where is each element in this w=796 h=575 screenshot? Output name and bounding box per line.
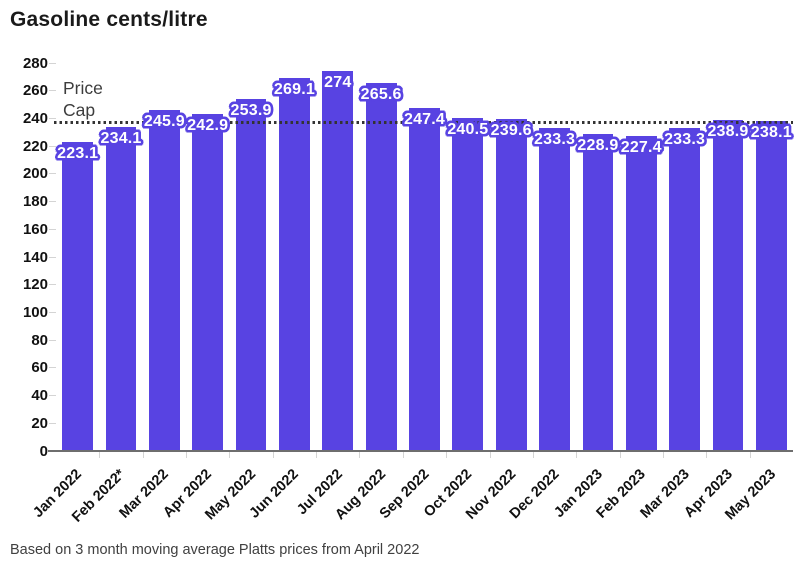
- bar-jul-2022: [322, 71, 354, 451]
- y-axis-tick-label: 140: [22, 248, 48, 266]
- bar-mar-2022: [148, 110, 180, 451]
- x-axis-tick: [402, 452, 404, 458]
- y-axis-tick: [49, 62, 56, 64]
- y-axis-tick-label: 160: [22, 220, 48, 238]
- bar-jun-2022: [279, 78, 310, 451]
- bar-oct-2022: [452, 117, 484, 451]
- bar-feb-2022: [105, 126, 137, 451]
- y-axis-tick: [49, 90, 56, 92]
- y-axis-tick-label: 0: [39, 442, 48, 460]
- x-axis-tick: [359, 452, 361, 458]
- y-axis-tick-label: 200: [22, 165, 48, 183]
- x-axis-tick: [229, 452, 231, 458]
- bar-aug-2022: [365, 82, 397, 451]
- x-axis-tick: [532, 452, 534, 458]
- x-axis-tick: [662, 452, 664, 458]
- bar-feb-2023: [625, 135, 657, 451]
- x-axis-line: [48, 450, 793, 452]
- y-axis-tick: [49, 145, 56, 147]
- bar-value-label: 223.1: [57, 144, 99, 162]
- bar-may-2023: [755, 121, 787, 451]
- x-axis-tick: [99, 452, 101, 458]
- bar-value-label: 228.9: [577, 136, 619, 154]
- y-axis-tick: [49, 422, 56, 424]
- y-axis-tick-label: 80: [31, 331, 48, 349]
- bar-value-label: 238.9: [707, 122, 749, 140]
- x-axis-tick: [489, 452, 491, 458]
- y-axis-tick: [49, 201, 56, 203]
- y-axis-tick: [49, 284, 56, 286]
- y-axis-tick: [49, 339, 56, 341]
- y-axis-tick-label: 100: [22, 303, 48, 321]
- bar-value-label: 274: [324, 74, 352, 92]
- price-cap-line: [54, 121, 793, 125]
- bar-value-label: 227.4: [620, 138, 662, 156]
- x-axis-tick: [706, 452, 708, 458]
- bar-value-label: 253.9: [230, 102, 272, 120]
- bar-value-label: 265.6: [360, 85, 402, 103]
- source-note: Based on 3 month moving average Platts p…: [10, 542, 420, 558]
- bar-value-label: 240.5: [447, 120, 489, 138]
- x-axis-tick: [619, 452, 621, 458]
- price-cap-label: Price Cap: [63, 78, 103, 120]
- bar-value-label: 245.9: [143, 113, 185, 131]
- bar-sep-2022: [409, 108, 440, 451]
- y-axis-tick: [49, 256, 56, 258]
- bar-value-label: 234.1: [100, 129, 142, 147]
- bar-dec-2022: [539, 127, 570, 451]
- bar-apr-2023: [712, 119, 744, 451]
- bar-apr-2022: [192, 114, 224, 451]
- bar-value-label: 269.1: [273, 81, 315, 99]
- bar-value-label: 247.4: [403, 111, 446, 129]
- y-axis-tick-label: 120: [22, 276, 48, 294]
- chart-title: Gasoline cents/litre: [10, 8, 208, 31]
- x-axis-tick: [749, 452, 751, 458]
- x-axis-tick: [272, 452, 274, 458]
- y-axis-tick: [49, 311, 56, 313]
- y-axis-tick-label: 260: [22, 82, 48, 100]
- y-axis-tick: [49, 228, 56, 230]
- x-axis-tick: [576, 452, 578, 458]
- bar-value-label: 242.9: [187, 117, 229, 135]
- bar-value-label: 233.3: [534, 130, 576, 148]
- bar-value-label: 238.1: [750, 124, 792, 142]
- y-axis-tick-label: 40: [31, 387, 48, 405]
- bar-value-label: 239.6: [490, 121, 532, 139]
- y-axis-tick: [49, 395, 56, 397]
- y-axis-tick-label: 180: [22, 193, 48, 211]
- x-axis-tick: [186, 452, 188, 458]
- bar-mar-2023: [669, 127, 700, 451]
- bar-jan-2022: [62, 141, 94, 451]
- y-axis-tick-label: 240: [22, 109, 48, 127]
- plot-area: Price Cap 0 20 40 60 80 100 120 140 160 180 200 220…: [23, 55, 793, 526]
- y-axis-tick: [49, 117, 56, 119]
- x-axis-tick: [142, 452, 144, 458]
- y-axis-tick-label: 220: [22, 137, 48, 155]
- x-axis-tick: [316, 452, 318, 458]
- bar-nov-2022: [495, 118, 527, 451]
- bar-jan-2023: [582, 133, 614, 451]
- bar-value-label: 233.3: [664, 130, 706, 148]
- bar-may-2022: [235, 99, 267, 451]
- x-axis-tick: [446, 452, 448, 458]
- y-axis-tick-label: 60: [31, 359, 48, 377]
- y-axis-tick-label: 20: [31, 414, 48, 432]
- y-axis-tick-label: 280: [22, 54, 48, 72]
- y-axis-tick: [49, 367, 56, 369]
- y-axis-tick: [49, 173, 56, 175]
